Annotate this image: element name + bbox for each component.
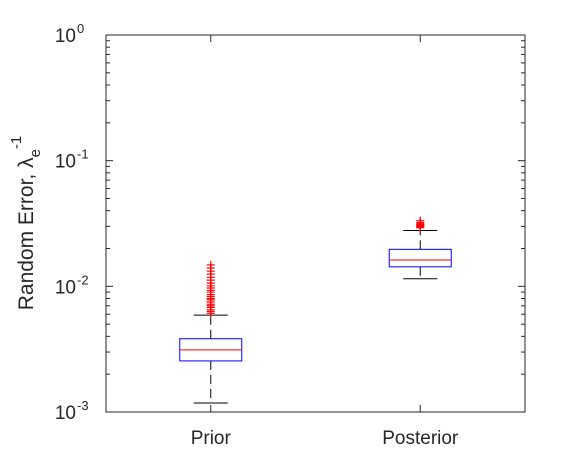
y-tick-exponent: -3 xyxy=(77,398,89,413)
boxes-layer xyxy=(179,216,452,404)
ticks-layer xyxy=(106,34,525,413)
y-axis-label-superscript: -1 xyxy=(8,136,25,149)
y-tick-label: 10 xyxy=(55,26,76,47)
y-tick-label: 10 xyxy=(55,152,76,173)
box-group-prior xyxy=(179,260,243,404)
y-axis-label-symbol: λ xyxy=(15,157,38,168)
y-axis-label-prefix: Random Error, xyxy=(15,168,38,310)
outlier-marker xyxy=(206,260,215,269)
x-tick-label: Posterior xyxy=(382,428,459,449)
y-tick-exponent: -2 xyxy=(77,272,89,287)
outlier-marker xyxy=(416,216,425,225)
y-tick-label: 10 xyxy=(55,277,76,298)
x-tick-label: Prior xyxy=(191,428,232,449)
y-axis-label-subscript: e xyxy=(27,149,44,157)
plot-area xyxy=(105,34,526,413)
box-group-posterior xyxy=(388,216,452,280)
y-tick-exponent: 0 xyxy=(77,21,84,36)
box-iqr xyxy=(388,248,452,268)
y-tick-label: 10 xyxy=(55,403,76,424)
y-axis-label: Random Error, λe-1 xyxy=(8,136,44,311)
y-tick-exponent: -1 xyxy=(77,147,89,162)
